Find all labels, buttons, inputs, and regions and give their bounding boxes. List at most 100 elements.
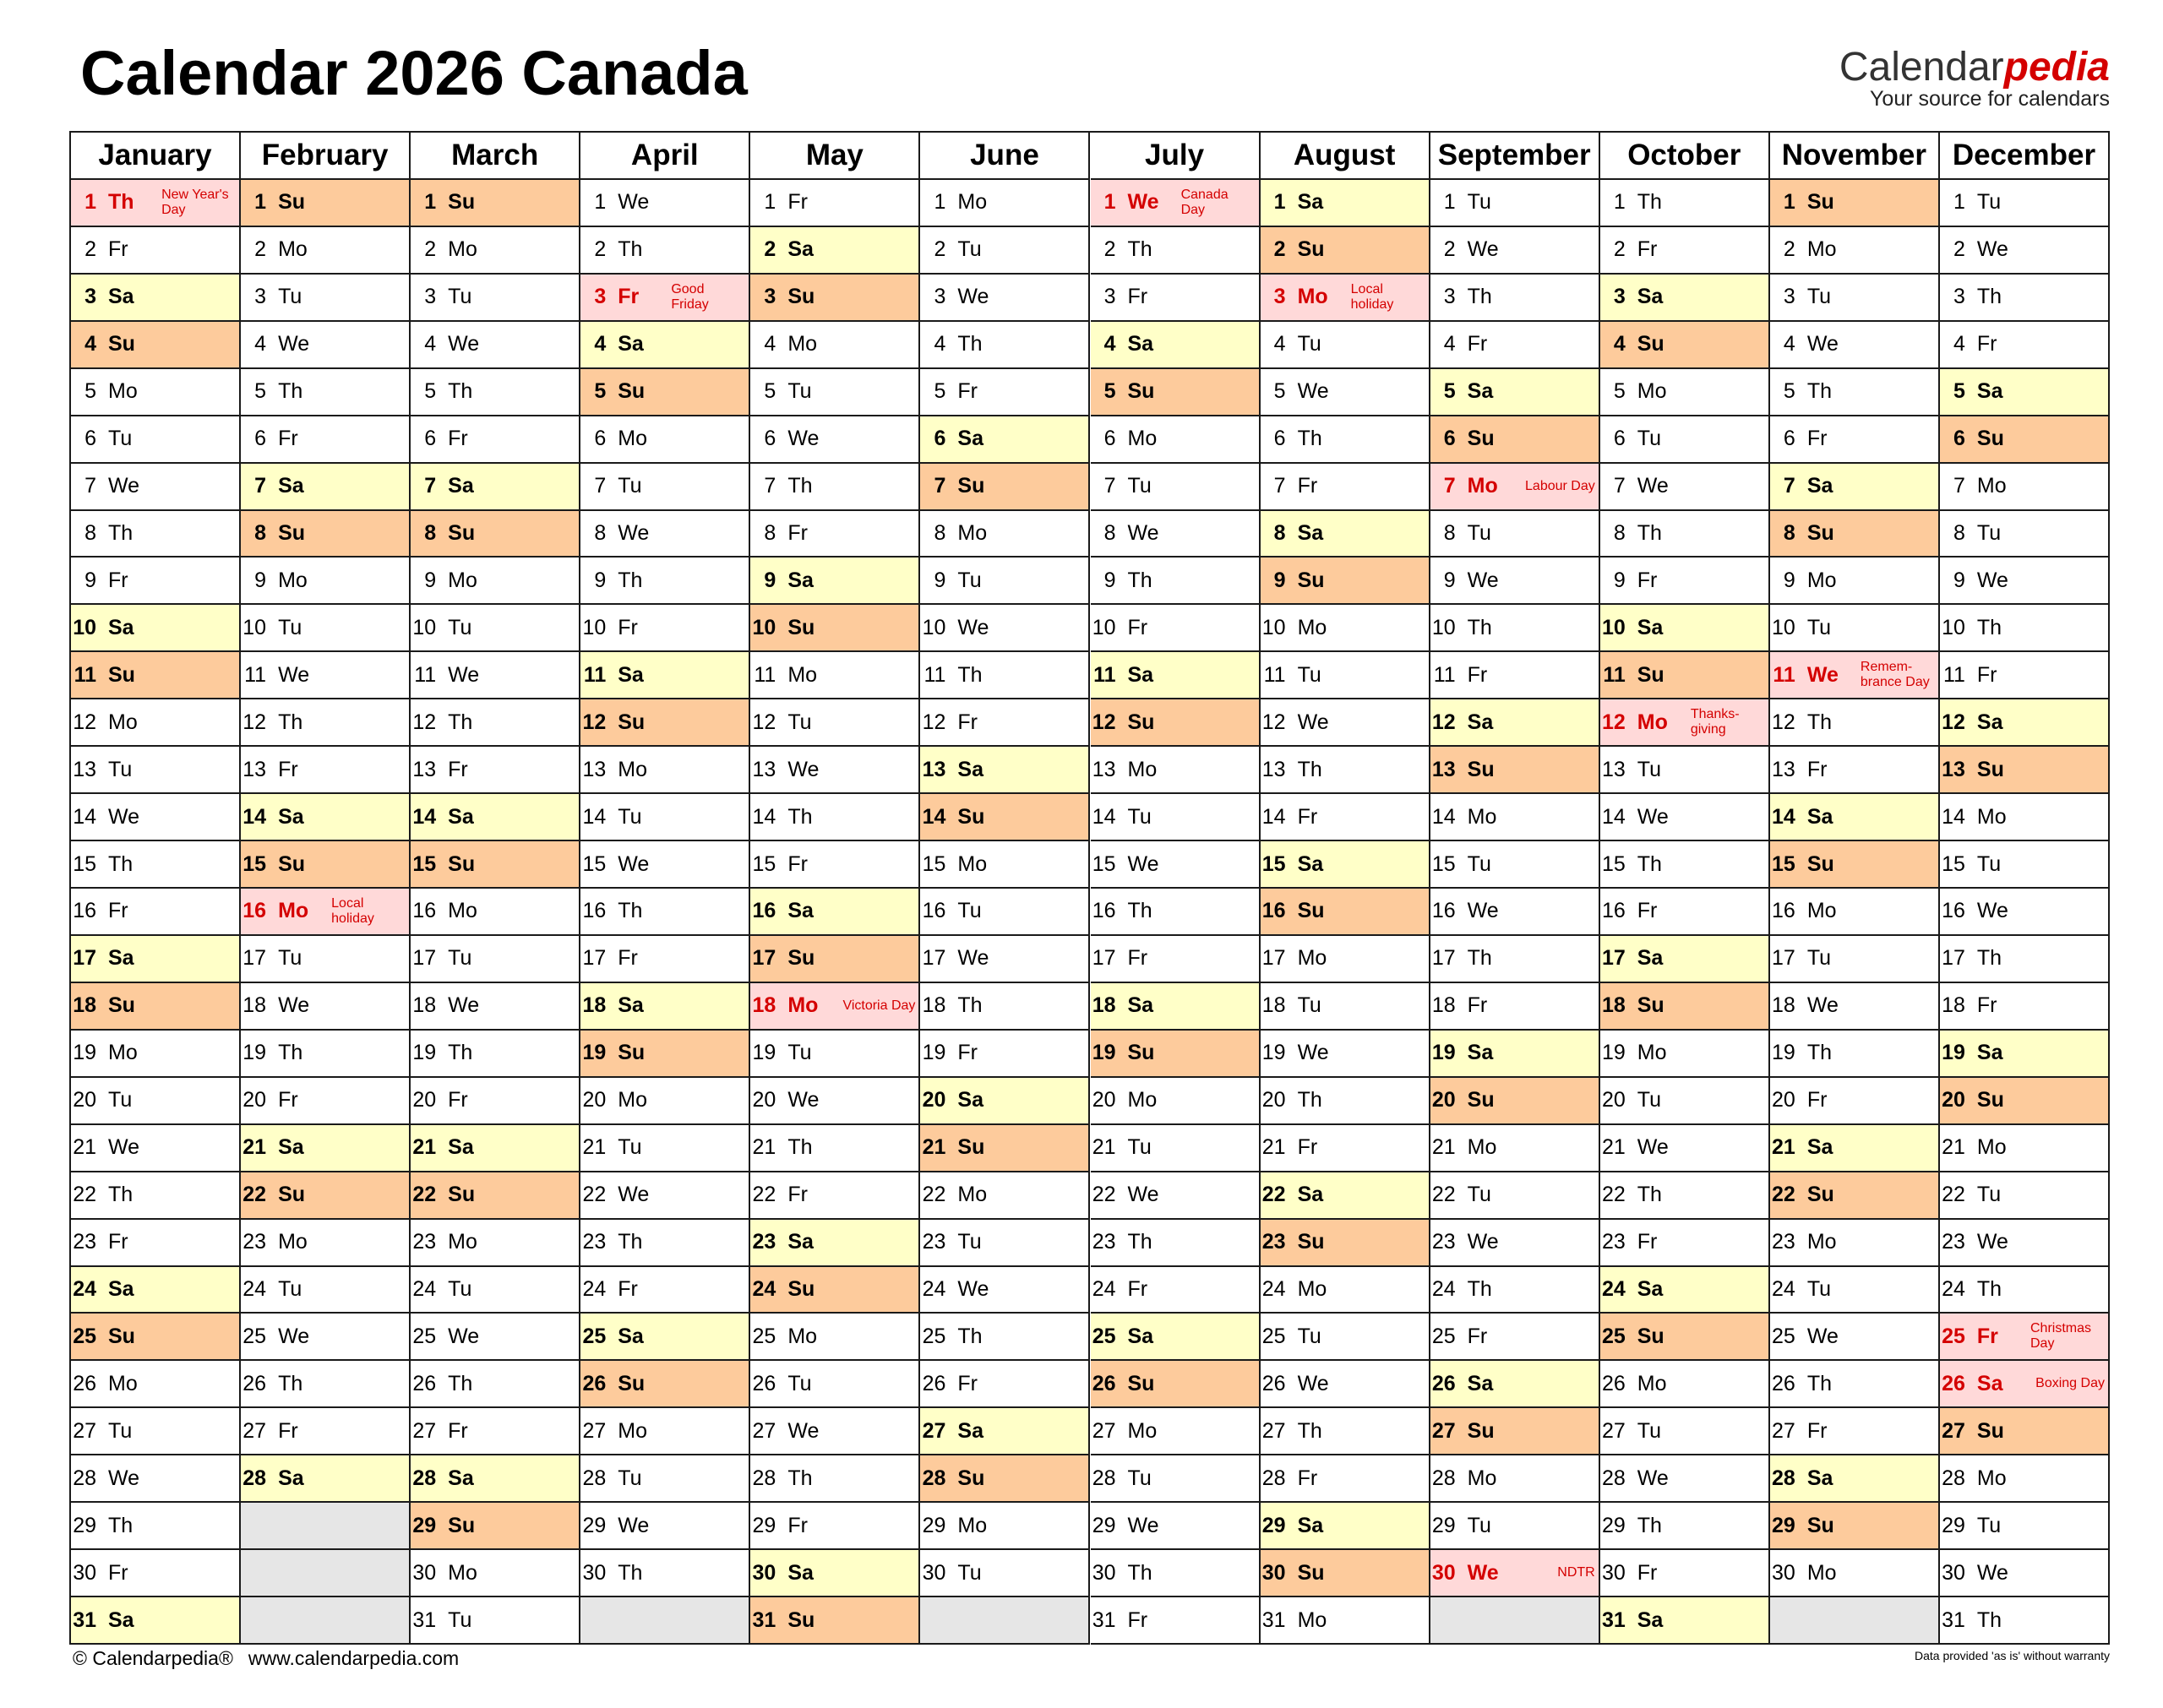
day-number: 6 (1443, 427, 1456, 451)
weekday: Sa (787, 1230, 814, 1254)
day-cell: 6 Fr (1769, 416, 1940, 464)
weekday: Fr (1976, 662, 1997, 687)
weekday: Fr (278, 1418, 298, 1443)
weekday: Th (1297, 427, 1322, 451)
weekday: Fr (1127, 1276, 1148, 1301)
day-number: 24 (73, 1276, 96, 1301)
day-number: 27 (1431, 1418, 1456, 1443)
day-cell: 18 Th (920, 982, 1091, 1031)
weekday: Mo (1127, 1418, 1158, 1443)
weekday: Sa (448, 1135, 474, 1160)
month-header: May (750, 133, 921, 180)
day-cell: 13 Sa (920, 747, 1091, 795)
day-number: 18 (922, 993, 946, 1018)
day-cell: 6 Fr (241, 416, 411, 464)
day-number: 29 (1601, 1513, 1626, 1537)
day-number: 25 (1092, 1324, 1116, 1348)
weekday: Tu (787, 1371, 812, 1395)
day-number: 31 (1601, 1607, 1626, 1632)
day-number: 29 (412, 1513, 437, 1537)
weekday: Sa (618, 1324, 644, 1348)
day-number: 6 (764, 427, 776, 451)
weekday: Mo (448, 899, 477, 923)
day-cell: 1 We (580, 180, 751, 227)
day-cell: 20 Mo (580, 1077, 751, 1125)
day-cell: 20 Su (1939, 1077, 2110, 1125)
day-cell: 26 Th (411, 1361, 581, 1409)
weekday: Su (1806, 1513, 1834, 1537)
weekday: Sa (108, 1276, 134, 1301)
weekday: Tu (787, 379, 812, 404)
day-number: 5 (1443, 379, 1456, 404)
day-number: 16 (1261, 899, 1286, 923)
day-cell: 20 Sa (920, 1077, 1091, 1125)
day-cell: 15 Tu (1939, 841, 2110, 889)
weekday: Sa (787, 568, 814, 592)
day-cell: 8 Fr (750, 510, 921, 558)
holiday-label: Local holiday (1350, 281, 1394, 312)
weekday: We (787, 1088, 820, 1112)
day-cell: 20 Fr (1769, 1077, 1940, 1125)
day-number: 24 (752, 1276, 776, 1301)
day-number: 9 (84, 568, 96, 592)
day-cell: 27 Fr (241, 1408, 411, 1456)
logo[interactable]: Calendarpedia Your source for calendars (1839, 44, 2110, 112)
weekday: Mo (108, 379, 138, 404)
weekday: Sa (618, 993, 644, 1018)
day-cell: 29 We (580, 1503, 751, 1551)
weekday: Th (1127, 1560, 1152, 1585)
footer: © Calendarpedia® www.calendarpedia.com (73, 1647, 459, 1670)
day-cell: 9 Su (1260, 558, 1430, 606)
weekday: Fr (1637, 1230, 1658, 1254)
day-cell: 19 Su (1090, 1030, 1261, 1078)
day-cell: 16 Fr (71, 889, 242, 936)
day-number: 16 (752, 899, 776, 923)
day-cell: 4 Tu (1260, 321, 1430, 369)
day-number: 15 (582, 851, 607, 876)
weekday: Tu (278, 615, 302, 639)
day-cell: 12 Su (580, 699, 751, 748)
weekday: Mo (618, 427, 647, 451)
weekday: Sa (1127, 662, 1154, 687)
day-cell: 6 Sa (920, 416, 1091, 464)
day-number: 20 (582, 1088, 607, 1112)
weekday: Fr (1637, 899, 1658, 923)
weekday: Th (278, 1371, 303, 1395)
day-cell: 2 Th (580, 226, 751, 275)
weekday: We (1976, 1560, 2008, 1585)
day-cell: 21 Sa (241, 1124, 411, 1172)
weekday: Th (448, 379, 473, 404)
day-cell: 28 Mo (1430, 1455, 1600, 1504)
weekday: Th (448, 710, 473, 734)
day-number: 19 (242, 1041, 267, 1065)
day-cell: 7 Mo (1939, 463, 2110, 511)
day-cell: 4 Sa (580, 321, 751, 369)
month-header: August (1260, 133, 1430, 180)
weekday: Sa (618, 662, 644, 687)
weekday: Sa (1806, 1466, 1833, 1490)
day-cell: 12 Mo Thanks-giving (1599, 699, 1770, 748)
weekday: Mo (448, 1230, 477, 1254)
weekday: Fr (787, 1513, 808, 1537)
day-number: 4 (1783, 332, 1795, 356)
weekday: Sa (1637, 946, 1664, 971)
day-cell: 14 We (71, 794, 242, 842)
weekday: Tu (448, 615, 472, 639)
day-cell: 17 We (920, 935, 1091, 983)
day-cell: 22 Fr (750, 1172, 921, 1220)
day-number: 29 (1772, 1513, 1795, 1537)
day-number: 18 (1092, 993, 1116, 1018)
day-number: 24 (1261, 1276, 1286, 1301)
weekday: Mo (1297, 1607, 1327, 1632)
day-cell: 6 Tu (1599, 416, 1770, 464)
footer-url[interactable]: www.calendarpedia.com (248, 1647, 460, 1669)
day-cell: 24 Th (1939, 1266, 2110, 1314)
day-number: 10 (242, 615, 267, 639)
day-number: 30 (1092, 1560, 1116, 1585)
day-cell: 26 Su (580, 1361, 751, 1409)
day-number: 19 (1772, 1041, 1795, 1065)
day-cell: 9 Th (580, 558, 751, 606)
weekday: Th (278, 379, 303, 404)
weekday: Th (1637, 1513, 1662, 1537)
day-number: 6 (934, 427, 946, 451)
